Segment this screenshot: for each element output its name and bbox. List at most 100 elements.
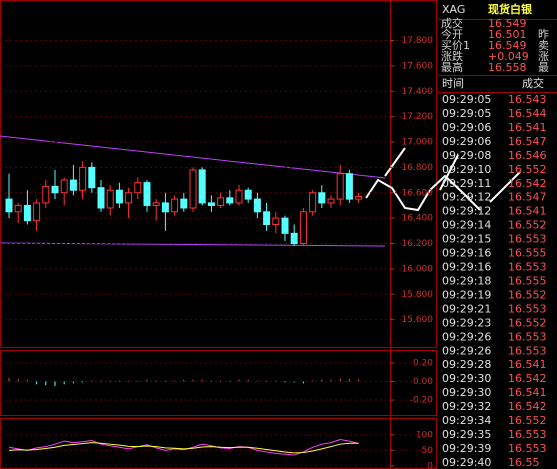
candle-body [79,166,87,191]
symbol: XAG [442,3,465,16]
candle-body [125,192,133,204]
candle-body [152,202,160,206]
candle-body [23,204,31,222]
tick-time: 09:29:10 [442,163,491,176]
y-tick-label: 100 [416,430,433,440]
quote-value: 16.558 [488,61,527,74]
tick-price: 16.541 [508,121,547,134]
candle-body [263,211,271,225]
tick-price: 16.555 [508,274,547,287]
tick-time: 09:29:16 [442,247,491,260]
tick-time: 09:29:11 [442,177,491,190]
candle-body [88,166,96,189]
tick-price: 16.553 [508,302,547,315]
symbol-name: 现货白银 [488,2,533,16]
y-tick-label: 15.600 [402,315,434,325]
tick-time: 09:29:05 [442,107,491,120]
tick-time: 09:29:28 [442,358,491,371]
annotations [0,135,521,247]
tick-time: 09:29:12 [442,205,491,218]
tick-time: 09:29:26 [442,330,491,343]
tick-price: 16.552 [508,414,547,427]
tick-time: 09:29:30 [442,386,491,399]
candle-body [60,179,68,194]
quote-label: 成交 [441,16,463,30]
candle-body [235,189,243,204]
indicator-line [8,442,359,454]
tick-price: 16.555 [508,247,547,260]
candle-body [161,202,169,213]
quote-label: 买价1 [441,39,470,52]
tick-time: 09:29:34 [442,414,491,427]
tick-price: 16.541 [508,386,547,399]
y-tick-label: 17.200 [402,112,434,122]
tick-price: 16.553 [508,428,547,441]
candle-body [226,197,234,204]
tick-price: 16.542 [508,177,547,190]
tick-time: 09:29:40 [442,456,491,469]
ticks-header: 时间 [442,77,464,90]
candle-body [244,189,252,200]
quote-value: 16.549 [488,39,527,52]
tick-time: 09:29:18 [442,274,491,287]
tick-price: 16.552 [508,163,547,176]
tick-price: 16.541 [508,358,547,371]
quote-value: +0.049 [488,50,529,63]
tick-time: 09:29:14 [442,219,491,232]
candle-body [5,198,13,213]
candle-body [51,185,59,194]
tick-time: 09:29:08 [442,149,491,162]
candle-body [253,198,261,213]
tick-price: 16.553 [508,442,547,455]
y-tick-label: 17.800 [402,36,434,46]
candle-body [272,217,280,225]
quote-extra: 涨 [538,50,549,63]
candle-body [115,189,123,204]
tick-price: 16.55 [508,456,540,469]
y-tick-label: 17.000 [402,138,434,148]
y-tick-label: -0.20 [410,396,434,406]
tick-time: 09:29:30 [442,372,491,385]
y-tick-label: 50 [422,446,434,456]
tick-time: 09:29:23 [442,316,491,329]
candle-body [42,185,50,204]
candle-body [198,169,206,204]
tick-price: 16.553 [508,330,547,343]
tick-price: 16.543 [508,93,547,106]
candle-body [33,202,41,222]
candle-body [143,182,151,206]
tick-price: 16.547 [508,191,547,204]
tick-time: 09:29:32 [442,400,491,413]
y-tick-label: 17.600 [402,61,434,71]
candle-body [281,217,289,234]
candle-body [189,169,197,209]
quote-label: 最高 [441,60,463,74]
tick-price: 16.541 [508,205,547,218]
tick-price: 16.553 [508,344,547,357]
quote-extra: 最 [538,61,549,74]
tick-time: 09:29:35 [442,428,491,441]
ticks-header: 成交 [522,76,544,90]
y-tick-label: 0.00 [413,377,433,387]
quote-extra: 昨 [538,28,549,41]
y-tick-label: 17.400 [402,87,434,97]
candle-body [69,179,77,191]
quote-label: 今开 [441,27,463,41]
tick-time: 09:29:05 [442,93,491,106]
tick-time: 09:29:19 [442,288,491,301]
candle-body [355,196,363,200]
tick-price: 16.553 [508,233,547,246]
candle-body [207,202,215,206]
tick-time: 09:29:26 [442,344,491,357]
tick-price: 16.542 [508,372,547,385]
quote-label: 涨跌 [441,49,463,63]
y-tick-label: 0.20 [413,358,433,368]
tick-price: 16.547 [508,135,547,148]
tick-time: 09:29:06 [442,121,491,134]
tick-price: 16.552 [508,316,547,329]
y-tick-label: 16.400 [402,214,434,224]
candle-body [180,198,188,209]
